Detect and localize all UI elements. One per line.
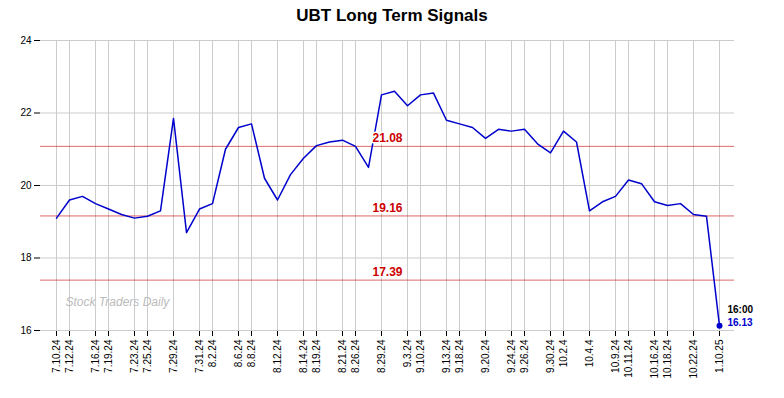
- svg-text:10.18.24: 10.18.24: [662, 339, 673, 378]
- svg-text:1.10.25: 1.10.25: [714, 339, 725, 373]
- svg-text:21.08: 21.08: [372, 131, 402, 145]
- svg-text:16: 16: [20, 325, 32, 336]
- svg-text:10.2.4: 10.2.4: [558, 339, 569, 367]
- svg-text:17.39: 17.39: [372, 265, 402, 279]
- svg-text:24: 24: [20, 35, 32, 46]
- svg-text:9.26.24: 9.26.24: [519, 339, 530, 373]
- svg-text:9.18.24: 9.18.24: [454, 339, 465, 373]
- svg-text:Stock Traders Daily: Stock Traders Daily: [66, 295, 171, 309]
- svg-text:8.14.24: 8.14.24: [298, 339, 309, 373]
- svg-text:10.9.24: 10.9.24: [610, 339, 621, 373]
- svg-text:18: 18: [20, 252, 32, 263]
- svg-text:8.8.24: 8.8.24: [246, 339, 257, 367]
- svg-text:9.10.24: 9.10.24: [415, 339, 426, 373]
- svg-text:10.11.24: 10.11.24: [623, 339, 634, 378]
- svg-text:9.3.24: 9.3.24: [402, 339, 413, 367]
- svg-text:7.29.24: 7.29.24: [168, 339, 179, 373]
- svg-text:7.31.24: 7.31.24: [194, 339, 205, 373]
- svg-text:8.29.24: 8.29.24: [376, 339, 387, 373]
- svg-text:8.6.24: 8.6.24: [233, 339, 244, 367]
- svg-text:10.4.4: 10.4.4: [584, 339, 595, 367]
- svg-text:9.13.24: 9.13.24: [441, 339, 452, 373]
- svg-text:8.12.24: 8.12.24: [272, 339, 283, 373]
- svg-text:22: 22: [20, 107, 32, 118]
- html-text:UBT Long Term Signals: UBT Long Term Signals: [296, 6, 488, 25]
- svg-text:8.21.24: 8.21.24: [337, 339, 348, 373]
- svg-text:8.26.24: 8.26.24: [350, 339, 361, 373]
- svg-text:8.19.24: 8.19.24: [311, 339, 322, 373]
- svg-text:7.16.24: 7.16.24: [90, 339, 101, 373]
- svg-text:7.10.24: 7.10.24: [51, 339, 62, 373]
- svg-text:9.24.24: 9.24.24: [506, 339, 517, 373]
- svg-text:19.16: 19.16: [372, 201, 402, 215]
- svg-text:7.12.24: 7.12.24: [64, 339, 75, 373]
- svg-text:7.19.24: 7.19.24: [103, 339, 114, 373]
- svg-text:16.13: 16.13: [728, 317, 753, 328]
- svg-text:8.2.24: 8.2.24: [207, 339, 218, 367]
- svg-text:10.22.24: 10.22.24: [688, 339, 699, 378]
- svg-text:20: 20: [20, 180, 32, 191]
- svg-text:9.30.24: 9.30.24: [545, 339, 556, 373]
- svg-text:16:00: 16:00: [728, 304, 754, 315]
- svg-text:9.20.24: 9.20.24: [480, 339, 491, 373]
- svg-text:10.16.24: 10.16.24: [649, 339, 660, 378]
- svg-text:7.25.24: 7.25.24: [142, 339, 153, 373]
- svg-text:7.23.24: 7.23.24: [129, 339, 140, 373]
